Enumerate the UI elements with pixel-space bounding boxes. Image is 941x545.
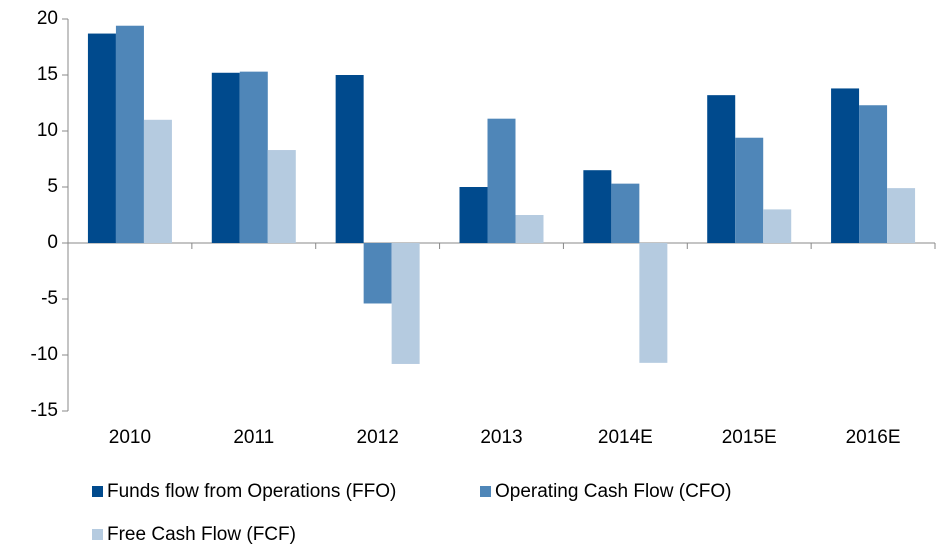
y-tick-label: -10 — [31, 344, 58, 365]
bar — [267, 150, 296, 243]
bar — [239, 71, 268, 243]
x-tick-label: 2014E — [598, 427, 653, 448]
legend-label: Free Cash Flow (FCF) — [107, 524, 296, 545]
bar — [831, 88, 860, 243]
bar — [391, 243, 420, 364]
y-tick-label: 0 — [47, 232, 58, 253]
x-tick-label: 2010 — [109, 427, 151, 448]
bar — [611, 183, 640, 243]
bar — [763, 209, 792, 243]
bar — [707, 95, 736, 243]
bar — [639, 243, 668, 363]
x-tick-label: 2012 — [357, 427, 399, 448]
y-tick-label: 5 — [47, 176, 58, 197]
x-tick-label: 2016E — [846, 427, 901, 448]
y-tick-label: -5 — [41, 288, 58, 309]
bar — [87, 33, 116, 244]
bar — [363, 243, 392, 304]
bar — [143, 119, 172, 243]
x-tick-label: 2011 — [233, 427, 274, 448]
bar — [887, 188, 916, 243]
y-tick-label: 10 — [37, 120, 58, 141]
bar — [583, 170, 612, 243]
y-tick-label: -15 — [31, 400, 58, 421]
legend-swatch — [480, 486, 491, 497]
y-tick-label: 20 — [37, 8, 58, 29]
legend-swatch — [92, 486, 103, 497]
x-tick-label: 2013 — [480, 427, 522, 448]
legend-label: Operating Cash Flow (CFO) — [495, 481, 732, 502]
x-tick-label: 2015E — [722, 427, 777, 448]
bar — [859, 105, 888, 244]
bar — [459, 187, 488, 243]
bar — [335, 75, 364, 243]
bar — [115, 25, 144, 243]
legend-swatch — [92, 529, 103, 540]
y-tick-label: 15 — [37, 64, 58, 85]
bar — [487, 118, 516, 243]
legend-label: Funds flow from Operations (FFO) — [107, 481, 396, 502]
bar — [515, 215, 544, 243]
bar — [735, 137, 764, 243]
bar — [211, 72, 240, 243]
